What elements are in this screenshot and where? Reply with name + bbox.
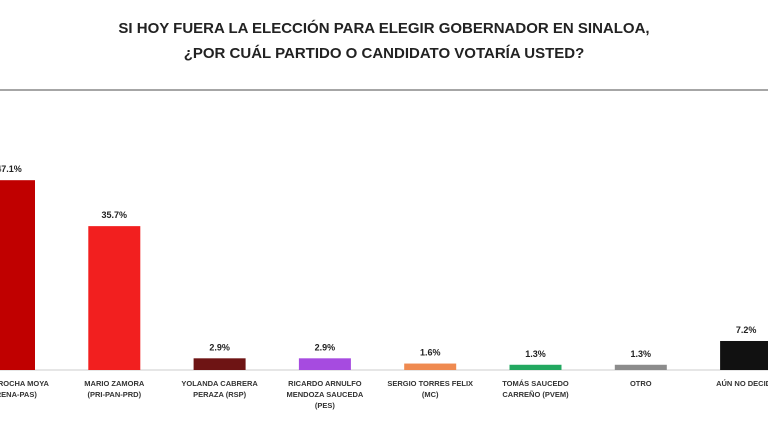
data-label: 35.7% <box>102 210 128 220</box>
category-label: OTRO <box>630 379 652 388</box>
chart-title: ¿POR CUÁL PARTIDO O CANDIDATO VOTARÍA US… <box>184 45 585 62</box>
data-label: 1.3% <box>631 349 652 359</box>
bar <box>509 364 562 370</box>
data-label: 47.1% <box>0 164 22 174</box>
data-label: 2.9% <box>209 342 230 352</box>
category-label: PERAZA (RSP) <box>193 390 247 399</box>
bar <box>193 358 246 370</box>
data-label: 1.3% <box>525 349 546 359</box>
category-label: RICARDO ARNULFO <box>288 379 362 388</box>
bar <box>720 340 768 370</box>
category-label: MARIO ZAMORA <box>84 379 145 388</box>
data-label: 7.2% <box>736 325 757 335</box>
category-label: MENDOZA SAUCEDA <box>286 390 363 399</box>
chart-title: SI HOY FUERA LA ELECCIÓN PARA ELEGIR GOB… <box>118 19 649 37</box>
category-label: (PES) <box>315 401 336 410</box>
category-label: (PRI-PAN-PRD) <box>87 390 141 399</box>
bar <box>614 364 667 370</box>
category-label: YOLANDA CABRERA <box>181 379 258 388</box>
category-label: CARREÑO (PVEM) <box>502 390 569 399</box>
category-label: TOMÁS SAUCEDO <box>502 379 569 388</box>
category-label: AÚN NO DECIDE <box>716 379 768 388</box>
data-label: 1.6% <box>420 348 441 358</box>
category-label: SERGIO TORRES FELIX <box>387 379 473 388</box>
bar <box>404 363 457 370</box>
category-label: (MC) <box>422 390 439 399</box>
data-label: 2.9% <box>315 342 336 352</box>
category-label: (MORENA-PAS) <box>0 390 37 399</box>
category-label: RUBÉN ROCHA MOYA <box>0 379 50 388</box>
bar <box>88 226 141 370</box>
bar <box>0 180 35 370</box>
bar <box>298 358 351 370</box>
